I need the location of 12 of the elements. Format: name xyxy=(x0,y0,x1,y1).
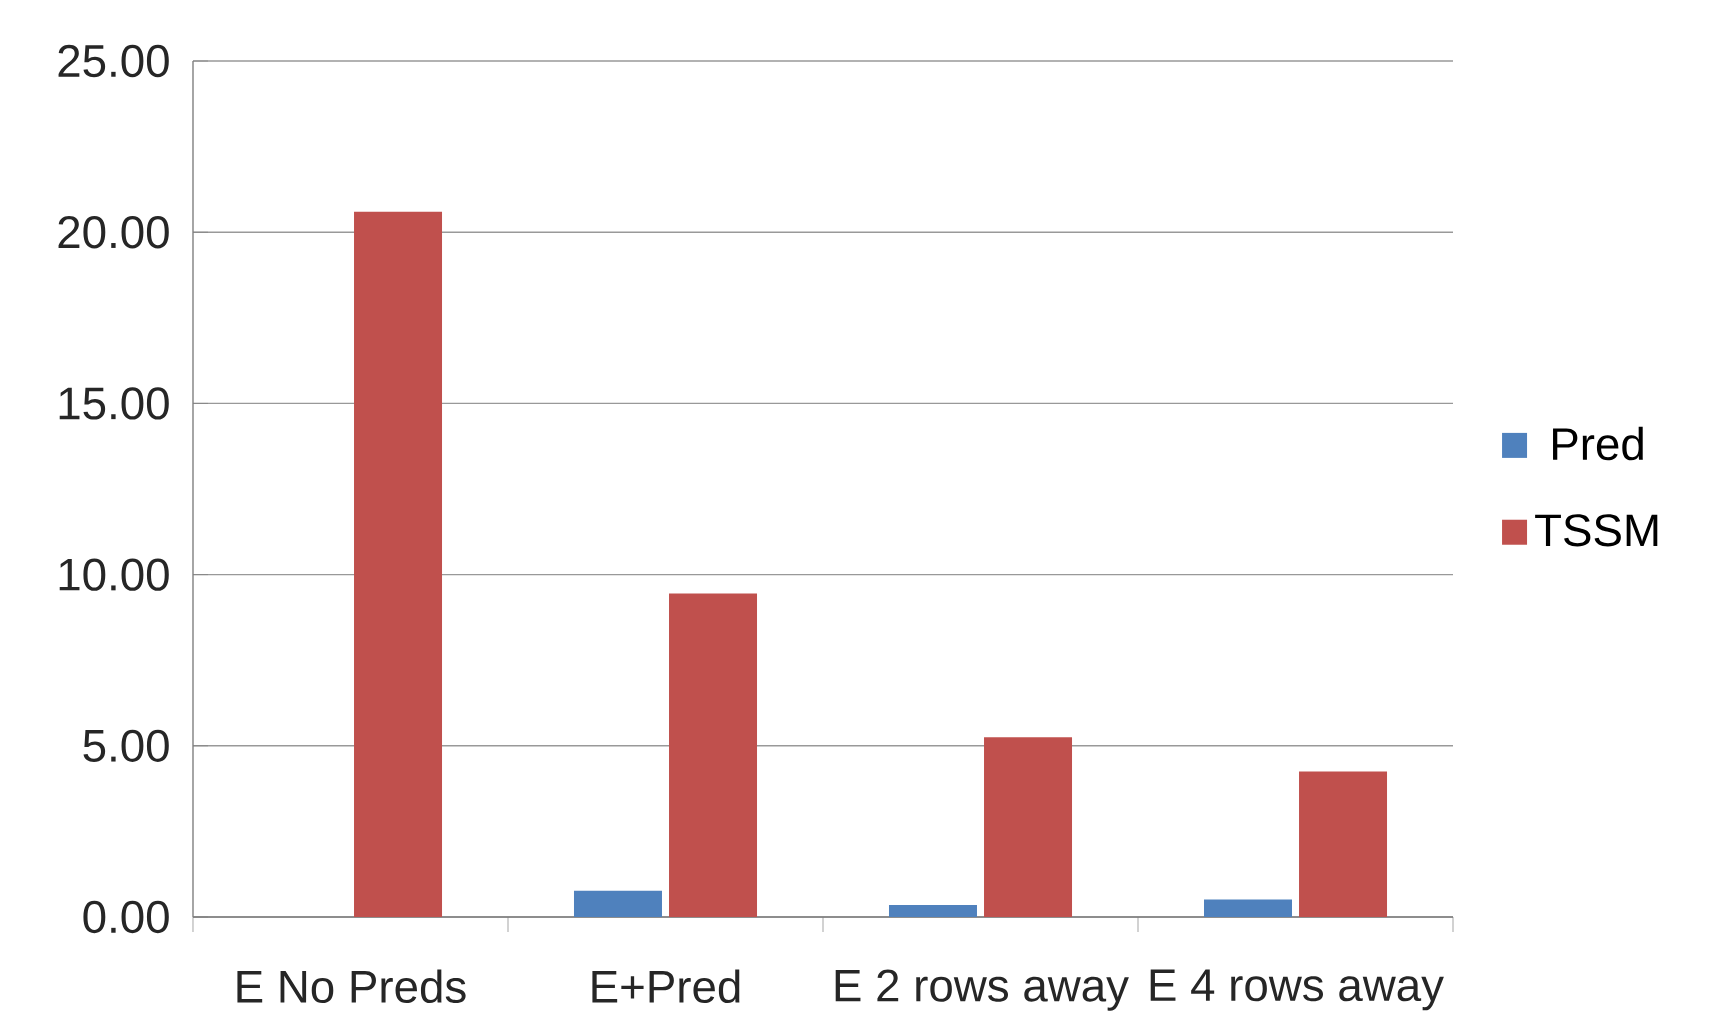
x-tick-label: E 2 rows away xyxy=(835,969,1129,1011)
y-tick-label: 0.00 xyxy=(83,900,169,934)
y-tick-label: 20.00 xyxy=(58,216,169,249)
legend-label: TSSM xyxy=(1535,514,1658,547)
x-tick-label: E No Preds xyxy=(237,969,466,1003)
legend-label: Pred xyxy=(1553,426,1643,461)
y-tick-label: 5.00 xyxy=(83,729,169,762)
x-tick-label: E+Pred xyxy=(592,969,740,1003)
y-tick-label: 25.00 xyxy=(58,44,169,78)
y-tick-label: 10.00 xyxy=(59,558,169,591)
y-tick-label: 15.00 xyxy=(59,387,169,420)
x-tick-label: E 4 rows away xyxy=(1150,969,1444,1011)
